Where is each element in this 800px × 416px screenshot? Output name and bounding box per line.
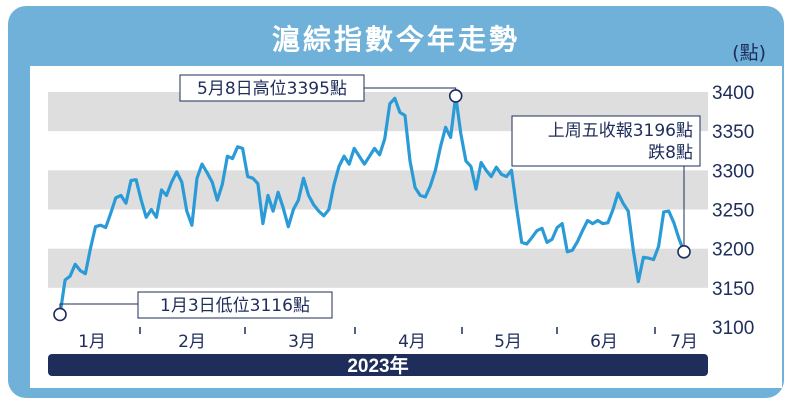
low-annotation-box	[137, 291, 333, 319]
year-bar	[48, 354, 708, 376]
x-tick-label: 7月	[670, 332, 698, 352]
unit-label: (點)	[732, 42, 766, 64]
y-tick-label: 3100	[712, 318, 754, 339]
y-tick-label: 3250	[712, 201, 754, 222]
y-tick-label: 3350	[712, 122, 754, 143]
y-tick-label: 3150	[712, 279, 754, 300]
x-tick-label: 5月	[494, 332, 522, 352]
x-tick-label: 4月	[398, 332, 426, 352]
low-leader-line	[59, 303, 138, 315]
x-tick-label: 3月	[288, 332, 316, 352]
last-annotation-box	[511, 115, 701, 167]
y-tick-label: 3200	[712, 240, 754, 261]
x-tick-label: 1月	[78, 332, 106, 352]
high-annotation-box	[179, 74, 365, 102]
low-annotation: 1月3日低位3116點	[160, 296, 310, 316]
x-tick-label: 2月	[178, 332, 206, 352]
chart-title: 滬綜指數今年走勢	[271, 23, 520, 56]
series-line	[58, 94, 686, 315]
grid-band	[48, 170, 708, 210]
last-annotation-line1: 上周五收報3196點	[548, 121, 693, 141]
year-label: 2023年	[347, 354, 408, 377]
low-point-marker	[53, 307, 67, 322]
high-annotation: 5月8日高位3395點	[197, 79, 347, 99]
last-point-marker	[677, 245, 691, 259]
grid-band	[48, 248, 708, 288]
high-point-marker	[448, 89, 463, 103]
last-annotation-line2: 跌8點	[648, 143, 693, 163]
y-tick-label: 3300	[712, 161, 754, 182]
y-tick-label: 3400	[712, 83, 754, 104]
x-tick-label: 6月	[590, 332, 618, 352]
